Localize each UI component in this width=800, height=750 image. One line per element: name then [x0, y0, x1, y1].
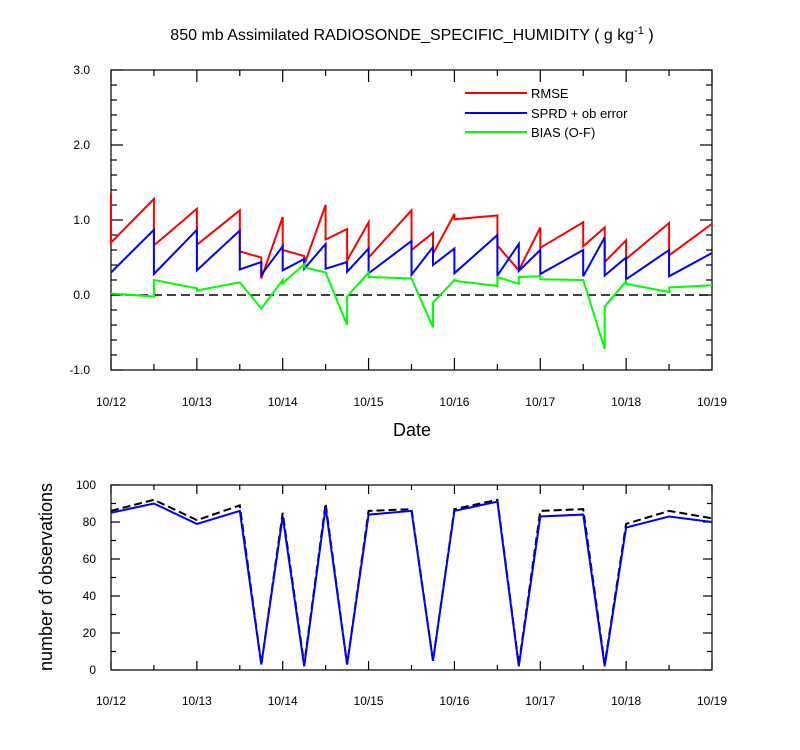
x-tick-label-10-19: 10/19	[697, 395, 727, 409]
y-tick-label-3-0: 3.0	[73, 63, 90, 77]
bottom-y-axis-title: number of observations	[36, 483, 56, 671]
x-tick-label-10-14: 10/14	[268, 694, 298, 708]
y-tick-label-60: 60	[83, 552, 97, 566]
legend-label-bias: BIAS (O-F)	[531, 125, 595, 140]
x-tick-label-10-12: 10/12	[96, 694, 126, 708]
top-y-tick-labels: 3.0 2.0 1.0 0.0 -1.0	[69, 63, 90, 377]
x-tick-label-10-13: 10/13	[182, 395, 212, 409]
x-tick-label-10-14: 10/14	[268, 395, 298, 409]
y-tick-label-100: 100	[76, 478, 96, 492]
x-tick-label-10-16: 10/16	[439, 395, 469, 409]
top-panel: 3.02.01.00.0-1.0 10/12 10/13 10/14 10/15 10/…	[69, 63, 727, 440]
legend-label-rmse: RMSE	[531, 86, 569, 101]
top-x-axis-title: Date	[393, 420, 431, 440]
x-tick-label-10-15: 10/15	[354, 694, 384, 708]
chart-title: 850 mb Assimilated RADIOSONDE_SPECIFIC_H…	[170, 25, 653, 44]
x-tick-label-10-15: 10/15	[354, 395, 384, 409]
bottom-ticks	[110, 484, 713, 671]
x-tick-label-10-17: 10/17	[525, 395, 555, 409]
y-tick-label-1-0: -1.0	[69, 363, 90, 377]
y-tick-label-0: 0	[89, 663, 96, 677]
x-tick-label-10-13: 10/13	[182, 694, 212, 708]
x-tick-label-10-12: 10/12	[96, 395, 126, 409]
top-series	[110, 193, 713, 350]
bottom-x-tick-labels: 10/12 10/13 10/14 10/15 10/16 10/17 10/18 10/19	[96, 694, 727, 708]
bottom-y-tick-labels: 100 80 60 40 20 0	[76, 478, 96, 677]
x-tick-label-10-16: 10/16	[439, 694, 469, 708]
bottom-series	[110, 498, 713, 667]
y-tick-label-80: 80	[83, 515, 97, 529]
x-tick-label-10-17: 10/17	[525, 694, 555, 708]
legend-label-sprd: SPRD + ob error	[531, 106, 628, 121]
y-tick-label-0-0: 0.0	[73, 288, 90, 302]
y-tick-label-20: 20	[83, 626, 97, 640]
series-line-possible	[110, 498, 713, 665]
series-line-assimilated	[110, 500, 713, 667]
series-line-bias-o-f	[110, 262, 713, 350]
legend: RMSE SPRD + ob error BIAS (O-F)	[465, 86, 628, 140]
top-ticks	[110, 69, 713, 371]
series-line-sprd-ob-error	[110, 227, 713, 282]
x-tick-label-10-18: 10/18	[611, 395, 641, 409]
x-tick-label-10-18: 10/18	[611, 694, 641, 708]
y-tick-label-1-0: 1.0	[73, 213, 90, 227]
y-tick-label-2-0: 2.0	[73, 138, 90, 152]
top-x-tick-labels: 10/12 10/13 10/14 10/15 10/16 10/17 10/18 10/19	[96, 395, 727, 409]
x-tick-label-10-19: 10/19	[697, 694, 727, 708]
y-tick-label-40: 40	[83, 589, 97, 603]
